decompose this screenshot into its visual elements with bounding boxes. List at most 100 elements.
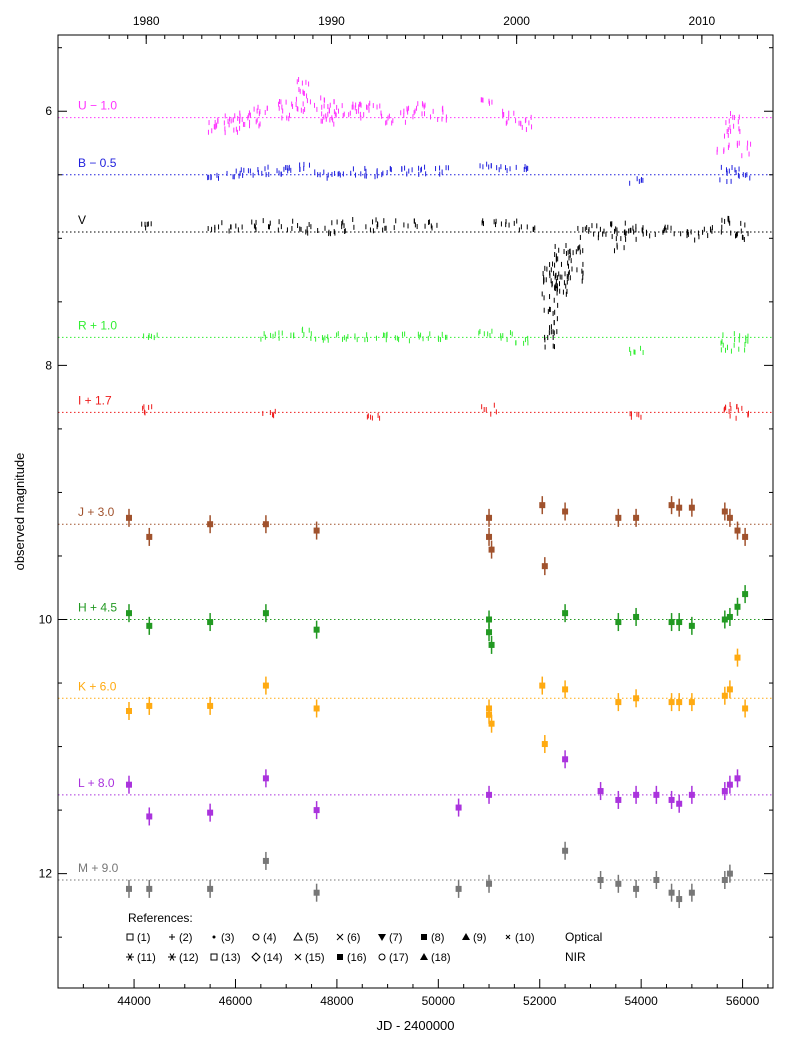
optical-cluster-3 [437,331,448,343]
nir-point [562,610,569,617]
nir-point [455,804,462,811]
nir-point [125,781,132,788]
legend-entry-label: (16) [347,952,367,964]
x-tick-label: 54000 [624,994,658,1008]
y-axis-label: observed magnitude [12,453,27,571]
legend-marker [126,933,134,941]
legend-entry-nir: (18) [420,952,451,964]
nir-point [562,756,569,763]
nir-point [541,563,548,570]
series-label-3: R + 1.0 [78,318,117,332]
top-tick-label: 2010 [689,14,716,28]
optical-cluster-1 [515,164,529,173]
optical-cluster-2 [324,219,338,237]
legend-entry-nir: (15) [294,952,325,964]
top-tick-label: 1990 [318,14,345,28]
optical-cluster-2 [720,215,732,236]
nir-point [488,641,495,648]
y-tick-label: 6 [45,104,52,118]
legend-entry-label: (14) [263,952,283,964]
nir-point [486,629,493,636]
nir-point [207,521,214,528]
nir-point [742,705,749,712]
optical-cluster-4 [723,401,732,419]
optical-cluster-1 [207,172,219,181]
optical-cluster-1 [401,165,413,177]
optical-cluster-2 [286,218,302,233]
nir-point [125,610,132,617]
nir-point [688,504,695,511]
nir-point [721,788,728,795]
nir-point [207,809,214,816]
axis-ticks-layer: 44000 46000 48000 50000 52000 54000 56000 1980 1… [39,14,773,1008]
legend-entry-label: (13) [221,952,241,964]
nir-point [486,533,493,540]
nir-point [633,514,640,521]
nir-point [742,591,749,598]
optical-cluster-3 [394,331,410,344]
nir-point [125,885,132,892]
series-label-6: H + 4.5 [78,601,117,615]
optical-cluster-4 [481,402,497,417]
nir-point [486,791,493,798]
series-label-9: M + 9.0 [78,861,119,875]
legend-marker [420,953,428,960]
legend-marker [251,952,261,962]
nir-point [721,876,728,883]
nir-point [615,880,622,887]
optical-cluster-2 [610,220,627,254]
optical-cluster-2 [577,223,593,240]
nir-point [615,796,622,803]
x-tick-label: 52000 [523,994,557,1008]
nir-point [668,889,675,896]
series-labels-layer: U − 1.0 B − 0.5 V R + 1.0 I + 1.7 J + 3.0 H + … [78,99,119,875]
optical-cluster-4 [262,408,276,419]
optical-cluster-3 [278,330,295,341]
optical-cluster-2 [624,223,637,242]
nir-point [721,692,728,699]
nir-point [597,876,604,883]
nir-point [633,613,640,620]
x-tick-label: 44000 [117,994,151,1008]
optical-cluster-2 [680,229,696,243]
optical-cluster-0 [736,140,752,159]
top-tick-label: 1980 [133,14,160,28]
nir-point [125,707,132,714]
legend-nir-label: NIR [565,950,586,964]
data-points-layer [125,77,752,909]
nir-point [676,800,683,807]
legend-entry-label: (2) [179,932,192,944]
optical-cluster-3 [260,331,276,342]
nir-point [562,847,569,854]
legend-entry-label: (18) [431,952,451,964]
legend-entry-optical: (1) [126,932,150,944]
optical-cluster-2 [500,218,518,228]
legend-marker [210,953,218,961]
legend-marker [293,931,303,941]
optical-cluster-0 [314,95,330,124]
y-tick-label: 10 [39,613,53,627]
optical-cluster-1 [240,167,254,178]
legend-title: References: [128,911,193,925]
nir-point [262,610,269,617]
optical-cluster-1 [735,166,751,181]
optical-cluster-1 [268,166,285,177]
optical-cluster-0 [232,110,249,133]
x-tick-label: 50000 [422,994,456,1008]
optical-cluster-4 [735,403,749,421]
nir-point [633,695,640,702]
nir-point [633,885,640,892]
optical-cluster-0 [278,99,294,122]
nir-point [486,880,493,887]
legend-entry-optical: (6) [336,932,360,944]
optical-cluster-0 [248,106,261,129]
optical-cluster-1 [226,168,241,180]
nir-point [262,775,269,782]
nir-point [146,533,153,540]
nir-point [486,711,493,718]
nir-point [668,699,675,706]
legend-entry-label: (7) [389,932,402,944]
optical-cluster-1 [314,169,329,181]
nir-point [455,885,462,892]
nir-point [146,813,153,820]
